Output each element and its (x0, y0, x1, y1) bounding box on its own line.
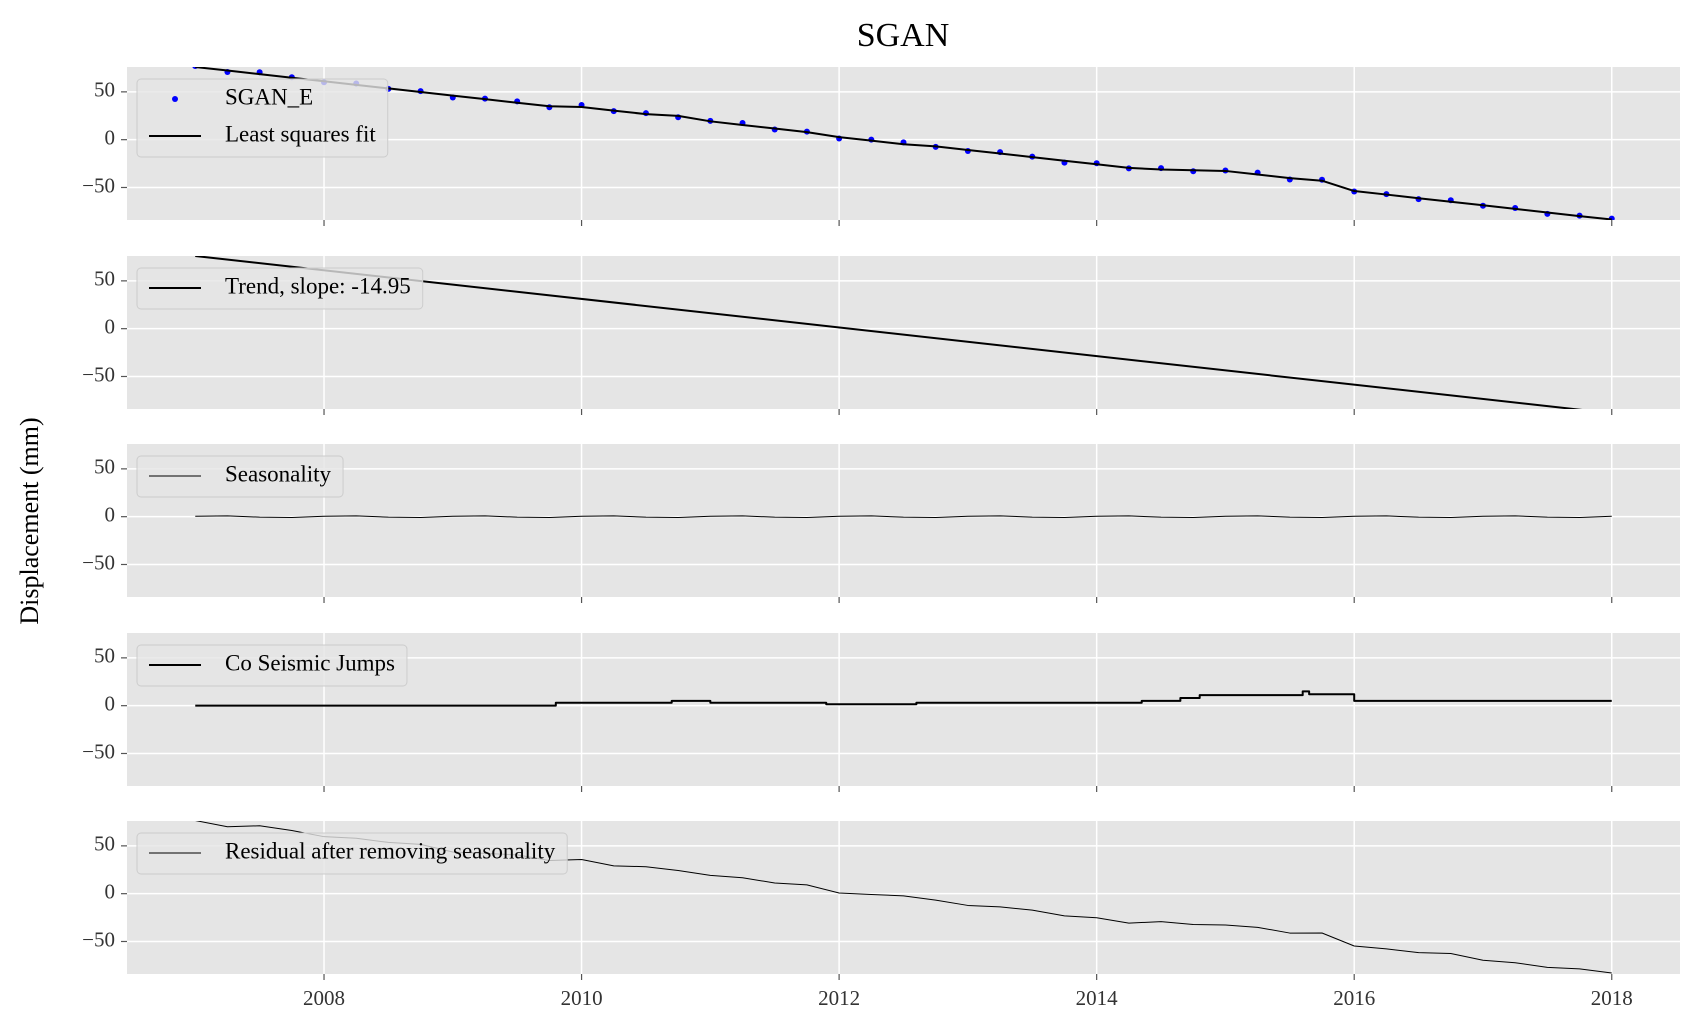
subplot: −50 0 50 SGAN_E Least squares fit (82, 67, 1680, 226)
plot-background (127, 444, 1680, 597)
data-line (195, 256, 1583, 409)
data-line (195, 67, 1612, 220)
legend-marker (172, 96, 178, 102)
x-tick-label: 2018 (1591, 986, 1633, 1010)
data-line (195, 690, 1612, 707)
x-tick-label: 2014 (1076, 986, 1119, 1010)
subplot: −50 0 50 2008 2010 2012 2014 2016 2018 Residual a… (82, 821, 1680, 1010)
series-group (192, 67, 1615, 220)
legend-label: Least squares fit (225, 121, 376, 146)
y-tick-label: 50 (94, 455, 115, 479)
legend-label: Residual after removing seasonality (225, 838, 556, 863)
subplot: −50 0 50 Seasonality (82, 444, 1680, 603)
figure-title: SGAN (857, 17, 950, 54)
y-tick-label: 0 (105, 125, 116, 149)
series-group (195, 690, 1612, 707)
series-group (195, 515, 1612, 518)
series-group (195, 256, 1583, 409)
y-tick-label: 50 (94, 644, 115, 668)
legend-label: SGAN_E (225, 84, 313, 109)
y-axis-label: Displacement (mm) (15, 417, 44, 624)
y-tick-label: 50 (94, 267, 115, 291)
y-tick-label: −50 (82, 739, 115, 763)
legend-label: Seasonality (225, 461, 332, 486)
y-tick-label: −50 (82, 173, 115, 197)
legend-label: Co Seismic Jumps (225, 650, 395, 675)
y-tick-label: −50 (82, 550, 115, 574)
x-tick-label: 2016 (1333, 986, 1375, 1010)
x-tick-label: 2012 (818, 986, 860, 1010)
y-tick-label: −50 (82, 927, 115, 951)
legend-label: Trend, slope: -14.95 (225, 273, 411, 298)
y-tick-label: 0 (105, 879, 116, 903)
legend-box (136, 78, 389, 158)
x-tick-label: 2010 (561, 986, 603, 1010)
y-tick-label: 0 (105, 502, 116, 526)
legend-box (136, 455, 344, 498)
y-tick-label: 50 (94, 832, 115, 856)
legend-box (136, 267, 424, 310)
data-line (195, 515, 1612, 518)
subplot: −50 0 50 Co Seismic Jumps (82, 633, 1680, 792)
x-tick-label: 2008 (303, 986, 345, 1010)
y-tick-label: −50 (82, 362, 115, 386)
legend-box (136, 644, 408, 687)
y-tick-label: 0 (105, 314, 116, 338)
y-tick-label: 0 (105, 691, 116, 715)
y-tick-label: 50 (94, 78, 115, 102)
subplot: −50 0 50 Trend, slope: -14.95 (82, 256, 1680, 415)
legend-box (136, 832, 568, 875)
